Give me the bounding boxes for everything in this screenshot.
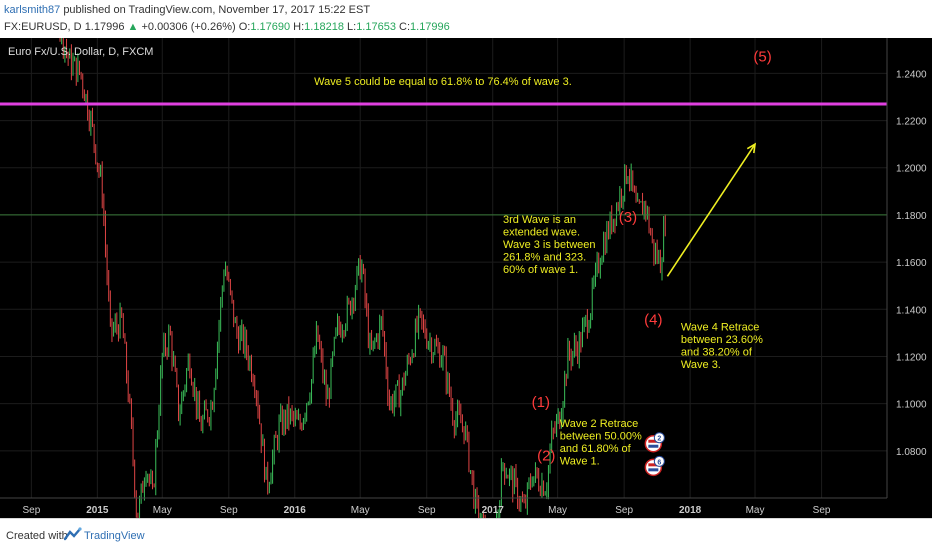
y-tick-label: 1.0800 [896,447,927,458]
annotation-line: 261.8% and 323. [503,252,586,264]
author-link[interactable]: karlsmith87 [4,4,61,16]
tradingview-brand[interactable]: TradingView [84,530,145,542]
annotation-line: and 38.20% of [681,347,753,359]
y-tick-label: 1.1600 [896,258,927,269]
created-with-text: Created with [6,530,68,542]
y-tick-label: 1.1200 [896,352,927,363]
close-label: C: [399,21,411,33]
x-tick-label: May [548,505,567,516]
low-value: 1.17653 [356,21,396,33]
x-tick-label: Sep [813,505,831,516]
high-value: 1.18218 [304,21,344,33]
price-chart[interactable]: (1) (2) (3) (4) (5) Wave 5 could be equal to … [0,38,932,518]
count-badge [653,455,665,467]
y-tick-label: 1.2200 [896,117,927,128]
x-tick-label: May [746,505,765,516]
x-tick-label: Sep [418,505,436,516]
publish-info: karlsmith87 published on TradingView.com… [4,4,370,16]
publish-text: published on TradingView.com, November 1… [63,4,371,16]
axis-layer: 1.2400 1.2200 1.2000 1.1800 1.1600 1.1400 1.12… [0,38,927,516]
x-tick-label: Sep [22,505,40,516]
x-tick-label: Sep [615,505,633,516]
overlay-layer: (1) (2) (3) (4) (5) Wave 5 could be equal to … [0,49,887,477]
chart-header: karlsmith87 published on TradingView.com… [0,0,932,38]
price-layer [59,38,666,518]
event-marker[interactable]: 2 [644,432,665,453]
open-value: 1.17690 [250,21,291,33]
low-label: L: [347,21,357,33]
annotation-line: and 61.80% of [560,443,632,455]
flag-stripe [648,463,659,467]
footer: Created with TradingView [0,518,932,551]
wave-label: (1) [532,394,550,411]
y-tick-label: 1.1000 [896,400,927,411]
grid-layer [0,38,887,498]
event-count: 2 [657,436,661,443]
projection-arrow-head-icon [746,142,757,154]
y-tick-label: 1.2000 [896,164,927,175]
annotation: Wave 5 could be equal to 61.8% to 76.4% … [314,76,572,88]
flag-stripe [648,444,659,448]
x-tick-label: 2018 [679,505,702,516]
price-change: +0.00306 (+0.26%) [141,21,236,33]
x-tick-label: May [153,505,172,516]
ohlc-bar: FX:EURUSD, D 1.17996 ▲ +0.00306 (+0.26%)… [4,21,450,33]
y-tick-label: 1.2400 [896,69,927,80]
y-tick-label: 1.1400 [896,305,927,316]
x-tick-label: Sep [220,505,238,516]
annotation-line: extended wave. [503,227,580,239]
symbol-label: FX:EURUSD, D [4,21,82,33]
annotation-line: 3rd Wave is an [503,214,576,226]
annotation-line: 60% of wave 1. [503,264,578,276]
annotation-line: Wave 2 Retrace [560,418,638,430]
last-price: 1.17996 [84,21,125,33]
annotation-line: between 23.60% [681,334,763,346]
x-tick-label: May [351,505,370,516]
x-tick-label: 2017 [482,505,505,516]
wave-label: (5) [753,49,771,66]
annotation-line: Wave 1. [560,456,600,468]
annotation-line: Wave 5 could be equal to 61.8% to 76.4% … [314,76,572,88]
wave-label: (2) [537,447,555,464]
high-label: H: [293,21,305,33]
flag-stripe [648,439,659,443]
up-arrow-icon: ▲ [127,21,139,33]
chart-canvas[interactable]: (1) (2) (3) (4) (5) Wave 5 could be equal to … [0,38,932,518]
projection-arrow [666,143,756,277]
count-badge [653,432,665,444]
x-tick-label: 2016 [284,505,307,516]
annotation-line: between 50.00% [560,431,642,443]
chart-title: Euro Fx/U.S. Dollar, D, FXCM [8,46,153,58]
open-label: O: [238,21,251,33]
annotation-line: Wave 3. [681,359,721,371]
close-value: 1.17996 [410,21,450,33]
wave-label: (3) [619,209,637,226]
event-count: 6 [657,459,661,466]
wave-label: (4) [644,312,662,329]
event-marker[interactable]: 6 [644,455,665,477]
y-tick-label: 1.1800 [896,211,927,222]
annotation-line: Wave 3 is between [503,239,596,251]
annotation-line: Wave 4 Retrace [681,322,759,334]
tradingview-logo-icon [64,527,82,541]
flag-stripe [648,468,659,472]
x-tick-label: 2015 [86,505,109,516]
